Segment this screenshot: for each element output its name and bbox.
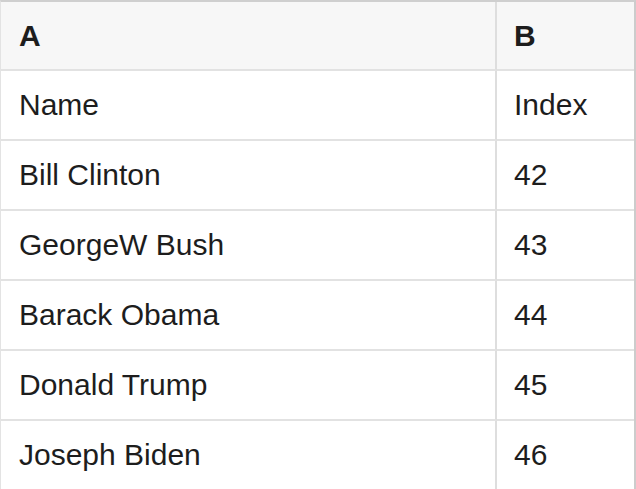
column-header-a[interactable]: A xyxy=(1,2,497,71)
cell-text: 43 xyxy=(514,228,547,262)
cell-a6-joseph-biden[interactable]: Joseph Biden xyxy=(1,421,497,489)
cell-b3-index-43[interactable]: 43 xyxy=(497,211,634,281)
column-header-b-label: B xyxy=(514,19,536,53)
cell-text: 42 xyxy=(514,158,547,192)
cell-text: Donald Trump xyxy=(19,368,207,402)
cell-text: Joseph Biden xyxy=(19,438,201,472)
cell-text: GeorgeW Bush xyxy=(19,228,224,262)
cell-b4-index-44[interactable]: 44 xyxy=(497,281,634,351)
cell-text: 44 xyxy=(514,298,547,332)
column-header-a-label: A xyxy=(19,19,41,53)
cell-a5-donald-trump[interactable]: Donald Trump xyxy=(1,351,497,421)
cell-text: Name xyxy=(19,88,99,122)
cell-b1-index-header[interactable]: Index xyxy=(497,71,634,141)
cell-a3-georgew-bush[interactable]: GeorgeW Bush xyxy=(1,211,497,281)
spreadsheet-table: A B Name Index Bill Clinton 42 GeorgeW B… xyxy=(0,0,636,489)
column-header-b[interactable]: B xyxy=(497,2,634,71)
cell-text: 45 xyxy=(514,368,547,402)
cell-a2-bill-clinton[interactable]: Bill Clinton xyxy=(1,141,497,211)
cell-a1-name-header[interactable]: Name xyxy=(1,71,497,141)
cell-text: Barack Obama xyxy=(19,298,219,332)
cell-text: 46 xyxy=(514,438,547,472)
cell-b5-index-45[interactable]: 45 xyxy=(497,351,634,421)
cell-b2-index-42[interactable]: 42 xyxy=(497,141,634,211)
cell-a4-barack-obama[interactable]: Barack Obama xyxy=(1,281,497,351)
cell-b6-index-46[interactable]: 46 xyxy=(497,421,634,489)
cell-text: Bill Clinton xyxy=(19,158,161,192)
cell-text: Index xyxy=(514,88,587,122)
